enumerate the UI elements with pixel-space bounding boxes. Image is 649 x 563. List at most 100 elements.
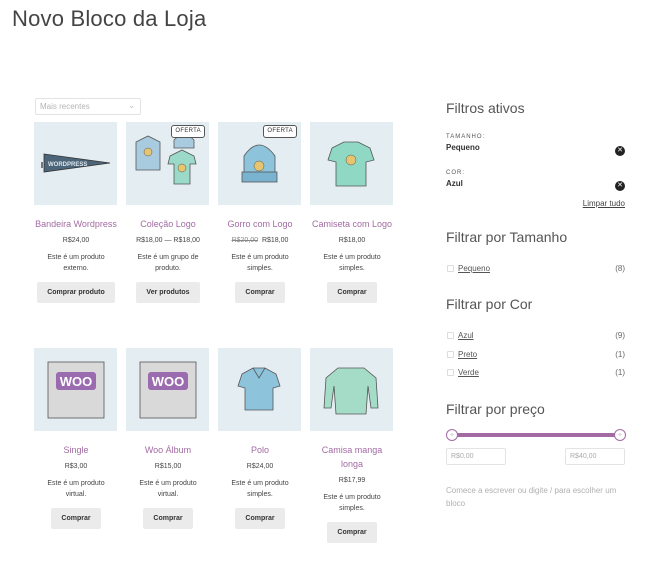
product-description: Este é um produto simples. (231, 480, 289, 498)
product-name[interactable]: Camisa manga longa (321, 445, 383, 469)
product-image-beanie[interactable]: OFERTA (218, 122, 301, 205)
price-value: R$24,00 (246, 463, 274, 470)
svg-text:WORDPRESS: WORDPRESS (48, 162, 87, 168)
active-filter-label: TAMANHO: (446, 134, 486, 140)
product-card: WOO Single R$3,00 Este é um produto virt… (34, 348, 118, 529)
active-filter-value: Azul (446, 179, 463, 188)
svg-text:WOO: WOO (152, 374, 185, 389)
product-price: R$24,00 (34, 236, 118, 246)
add-to-cart-button[interactable]: Comprar (143, 508, 193, 529)
product-image-tshirt[interactable] (310, 122, 393, 205)
price-value: R$18,00 (338, 237, 366, 244)
color-option[interactable]: Verde (1) (446, 367, 627, 379)
checkbox[interactable] (447, 332, 454, 339)
product-image-polo[interactable] (218, 348, 301, 431)
active-filter-value: Pequeno (446, 143, 480, 152)
close-circle-icon[interactable]: ✕ (615, 146, 625, 156)
long-sleeve-shirt-icon (323, 367, 379, 415)
active-filters-title: Filtros ativos (446, 100, 525, 116)
sale-badge: OFERTA (263, 125, 297, 138)
slider-handle-icon[interactable]: ‹› (446, 429, 458, 441)
product-image-single[interactable]: WOO (34, 348, 117, 431)
sort-select[interactable]: Mais recentes ⌄ (35, 98, 141, 115)
page-title: Novo Bloco da Loja (12, 6, 207, 31)
product-price: R$17,99 (310, 476, 394, 486)
product-name[interactable]: Coleção Logo (140, 219, 196, 229)
product-description: Este é um produto simples. (231, 254, 289, 272)
product-name[interactable]: Gorro com Logo (227, 219, 293, 229)
view-products-button[interactable]: Ver produtos (136, 282, 200, 303)
product-name[interactable]: Camiseta com Logo (311, 219, 393, 229)
product-price: R$18,00 — R$18,00 (126, 236, 210, 246)
product-description: Este é um produto externo. (47, 254, 105, 272)
color-option-label[interactable]: Verde (458, 368, 479, 377)
album-cover-icon: WOO (47, 361, 105, 419)
product-price: R$3,00 (34, 462, 118, 472)
color-option[interactable]: Azul (9) (446, 330, 627, 342)
clothing-collection-icon (135, 134, 197, 185)
tshirt-icon (327, 141, 375, 187)
product-image-pennant[interactable]: WORDPRESS (34, 122, 117, 205)
price-slider[interactable]: ‹› ‹› (446, 429, 627, 441)
checkbox[interactable] (447, 265, 454, 272)
price-old: R$20,00 (231, 237, 259, 244)
color-option-count: (1) (615, 368, 625, 377)
color-option-label[interactable]: Preto (458, 350, 478, 359)
add-to-cart-button[interactable]: Comprar (235, 508, 285, 529)
polo-shirt-icon (237, 367, 281, 411)
product-card: OFERTA Coleção Logo R$18,00 — R$18,00 Es… (126, 122, 210, 303)
pennant-icon: WORDPRESS (41, 153, 111, 173)
checkbox[interactable] (447, 351, 454, 358)
product-description: Este é um produto simples. (323, 254, 381, 272)
size-option-count: (8) (615, 264, 625, 273)
price-value: R$24,00 (62, 237, 90, 244)
product-image-album[interactable]: WOO (126, 348, 209, 431)
max-price-input[interactable]: R$40,00 (565, 448, 625, 465)
price-filter-title: Filtrar por preço (446, 401, 545, 417)
product-name[interactable]: Polo (250, 445, 269, 455)
price-value: R$15,00 (154, 463, 182, 470)
size-filter-title: Filtrar por Tamanho (446, 229, 568, 245)
slider-handle-icon[interactable]: ‹› (614, 429, 626, 441)
product-price: R$15,00 (126, 462, 210, 472)
product-price: R$18,00 (310, 236, 394, 246)
close-circle-icon[interactable]: ✕ (615, 181, 625, 191)
sale-badge: OFERTA (171, 125, 205, 138)
size-option[interactable]: Pequeno (8) (446, 263, 627, 275)
add-to-cart-button[interactable]: Comprar produto (37, 282, 115, 303)
price-value: R$18,00 — R$18,00 (136, 237, 200, 244)
product-image-long-sleeve[interactable] (310, 348, 393, 431)
product-description: Este é um produto simples. (323, 494, 381, 512)
product-description: Este é um produto virtual. (139, 480, 197, 498)
product-name[interactable]: Bandeira Wordpress (35, 219, 117, 229)
price-slider-track (450, 433, 622, 437)
price-value: R$17,99 (338, 477, 366, 484)
product-name[interactable]: Woo Álbum (144, 445, 192, 455)
add-to-cart-button[interactable]: Comprar (327, 522, 377, 543)
product-price: R$20,00 R$18,00 (218, 236, 302, 246)
clear-all-link[interactable]: Limpar tudo (582, 199, 625, 208)
block-hint-text[interactable]: Comece a escrever ou digite / para escol… (446, 486, 617, 508)
checkbox[interactable] (447, 369, 454, 376)
active-filter-label: COR: (446, 170, 465, 176)
product-card: OFERTA Gorro com Logo R$20,00 R$18,00 Es… (218, 122, 302, 303)
product-description: Este é um grupo de produto. (137, 254, 199, 272)
price-value: R$3,00 (64, 463, 88, 470)
color-option[interactable]: Preto (1) (446, 349, 627, 361)
min-price-input[interactable]: R$0,00 (446, 448, 506, 465)
product-card: WORDPRESS Bandeira Wordpress R$24,00 Est… (34, 122, 118, 303)
beanie-icon (241, 144, 278, 183)
add-to-cart-button[interactable]: Comprar (235, 282, 285, 303)
product-price: R$24,00 (218, 462, 302, 472)
add-to-cart-button[interactable]: Comprar (51, 508, 101, 529)
svg-text:WOO: WOO (60, 374, 93, 389)
price-value: R$18,00 (261, 237, 289, 244)
add-to-cart-button[interactable]: Comprar (327, 282, 377, 303)
color-filter-title: Filtrar por Cor (446, 296, 533, 312)
color-option-label[interactable]: Azul (458, 331, 474, 340)
size-option-label[interactable]: Pequeno (458, 264, 491, 273)
active-filter-size: TAMANHO: Pequeno ✕ (446, 134, 627, 156)
product-image-logo-collection[interactable]: OFERTA (126, 122, 209, 205)
album-cover-icon: WOO (139, 361, 197, 419)
product-name[interactable]: Single (63, 445, 89, 455)
